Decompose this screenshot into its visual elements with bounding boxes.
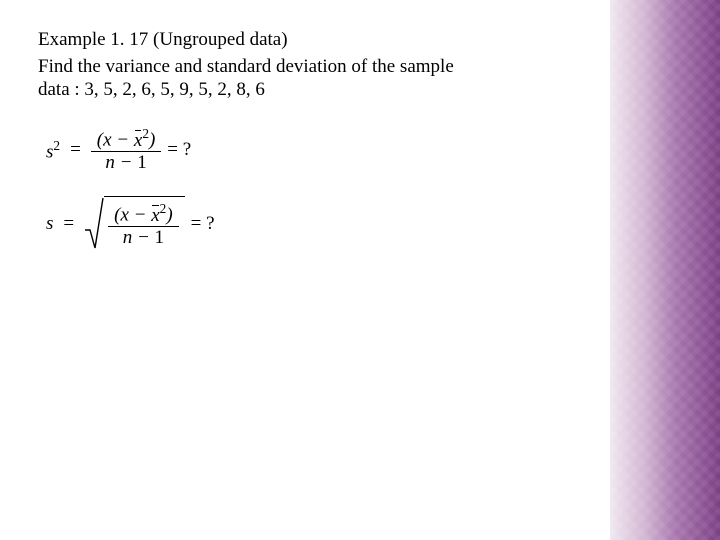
example-heading: Example 1. 17 (Ungrouped data) [38,28,598,53]
den-n: n [105,152,115,173]
num-minus: − [129,205,151,226]
num-close: ) [149,130,155,151]
variance-var-sup: 2 [53,138,60,153]
num-x: x [103,130,111,151]
num-xbar: x [134,130,142,152]
num-x: x [120,205,128,226]
sd-numerator: (x − x2) [108,201,179,227]
prompt-line-2: data : 3, 5, 2, 6, 5, 9, 5, 2, 8, 6 [38,78,598,102]
sqrt-wrap: (x − x2) n − 1 [84,196,185,251]
sd-lhs: s [46,213,53,235]
variance-lhs: s2 [46,138,60,163]
sd-rhs: = ? [191,213,215,235]
den-n: n [123,227,133,248]
variance-numerator: (x − x2) [91,126,162,152]
slide-content: Example 1. 17 (Ungrouped data) Find the … [38,28,598,273]
sd-fraction: (x − x2) n − 1 [108,201,179,249]
num-sup: 2 [142,126,149,141]
variance-formula: s2 = (x − x2) n − 1 = ? [46,126,598,174]
variance-fraction: (x − x2) n − 1 [91,126,162,174]
den-minus: − [115,152,137,173]
den-minus: − [132,227,154,248]
variance-rhs: = ? [167,139,191,161]
num-xbar: x [151,205,159,227]
decorative-sidebar [610,0,720,540]
den-one: 1 [137,152,147,173]
sd-radicand: (x − x2) n − 1 [104,196,185,251]
radical-icon [84,196,104,250]
variance-denominator: n − 1 [99,152,152,174]
sd-denominator: n − 1 [117,227,170,249]
den-one: 1 [155,227,165,248]
equals-sign: = [66,139,85,161]
num-close: ) [166,205,172,226]
equals-sign: = [59,213,78,235]
prompt-line-1: Find the variance and standard deviation… [38,55,598,79]
num-minus: − [112,130,134,151]
formulas-block: s2 = (x − x2) n − 1 = ? s = [46,126,598,251]
sd-formula: s = (x − x2) n − 1 = ? [46,196,598,251]
